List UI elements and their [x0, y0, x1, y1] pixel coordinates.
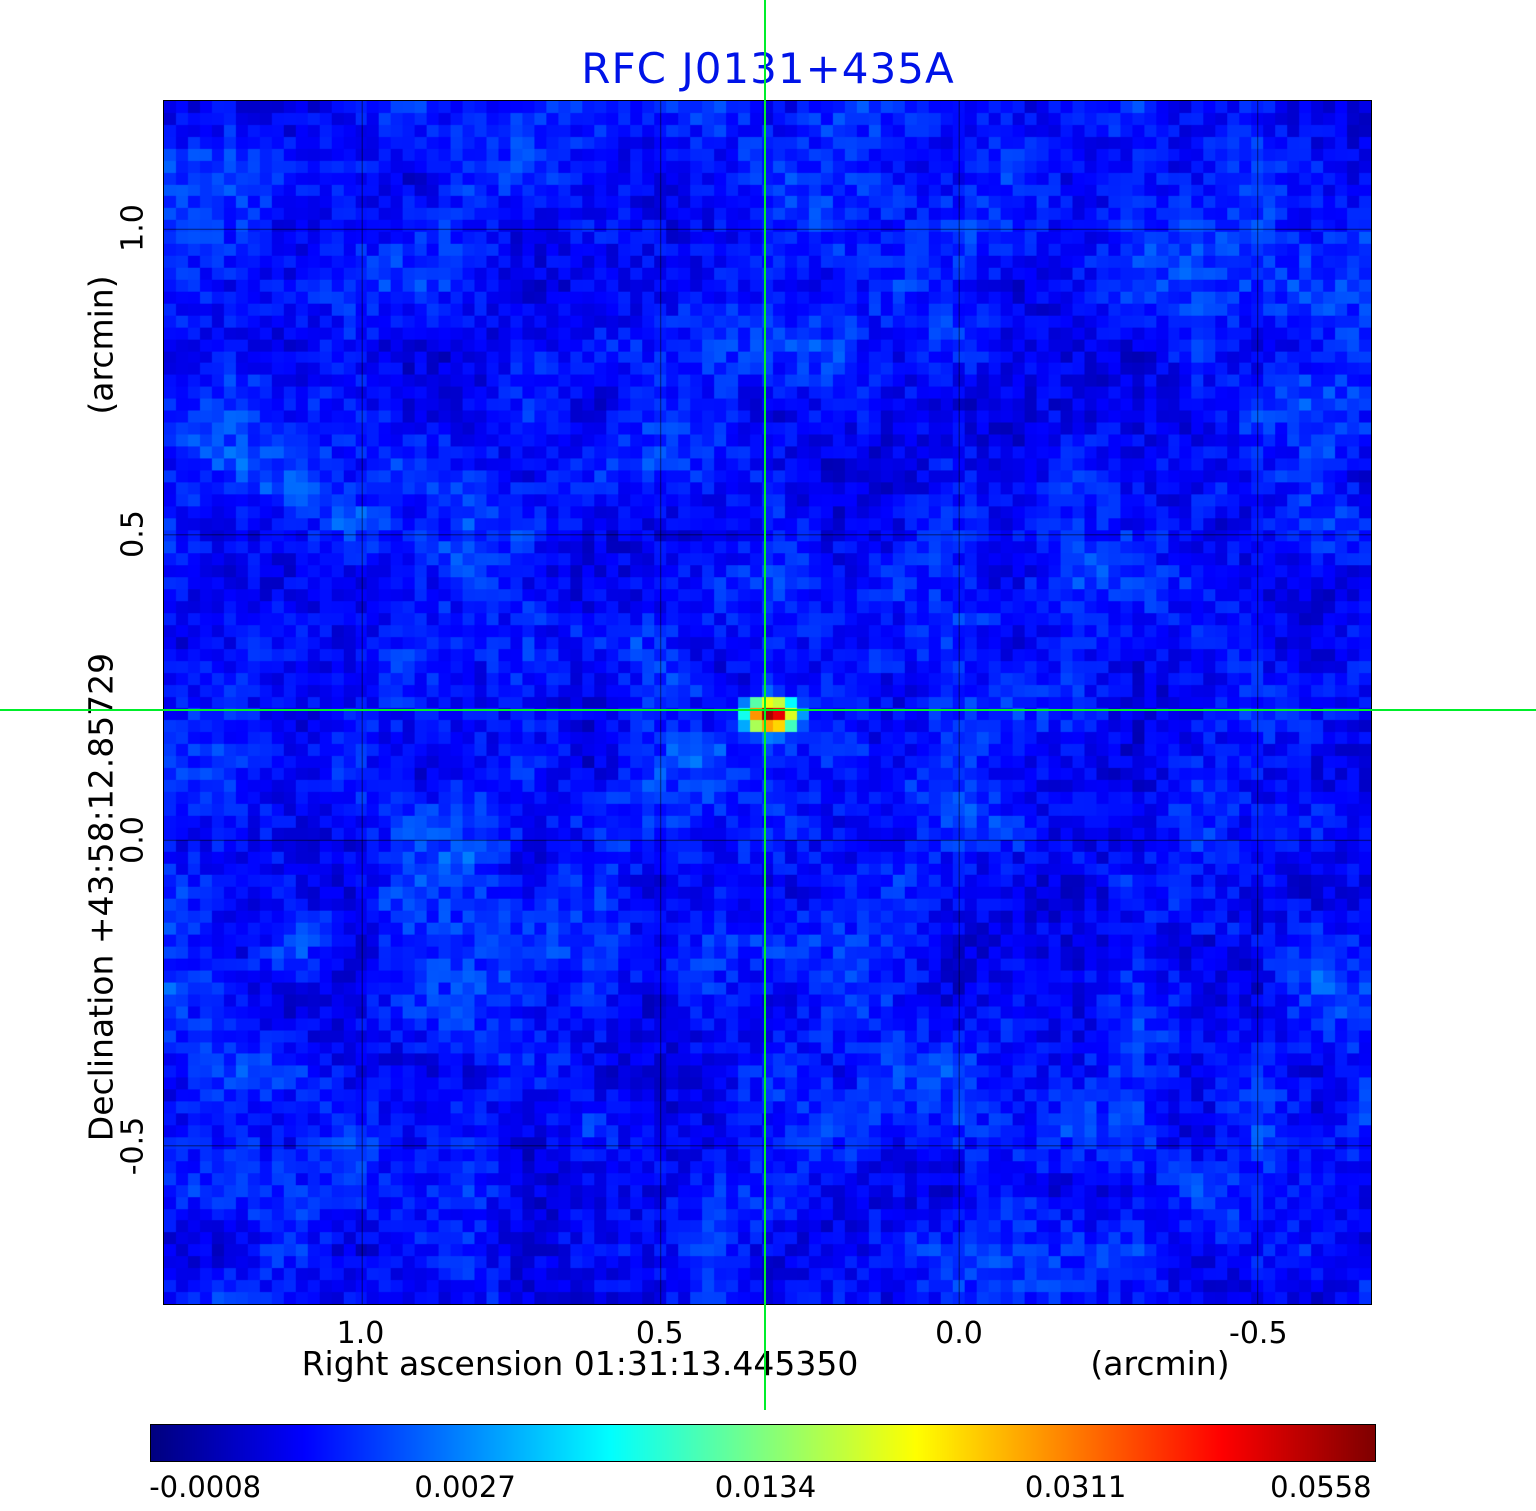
y-tick-label: 0.0: [116, 816, 151, 864]
x-axis-title: Right ascension 01:31:13.445350: [302, 1344, 859, 1383]
figure: RFC J0131+435A 1.0 0.5 0.0 -0.5 1.0 0.5 …: [0, 0, 1536, 1511]
y-axis-unit-label: (arcmin): [82, 275, 121, 414]
y-tick-label: -0.5: [116, 1117, 151, 1176]
colorbar-tick-label: 0.0027: [414, 1470, 515, 1504]
x-axis-unit-label: (arcmin): [1090, 1344, 1229, 1383]
crosshair-horizontal-line: [0, 709, 1536, 711]
y-tick-label: 1.0: [116, 205, 151, 253]
x-tick-label: -0.5: [1229, 1316, 1288, 1351]
sky-map-canvas: [164, 101, 1371, 1304]
crosshair-vertical-line: [764, 0, 766, 1410]
colorbar-labels: -0.0008 0.0027 0.0134 0.0311 0.0558: [150, 1468, 1376, 1508]
colorbar-tick-label: 0.0558: [1270, 1470, 1371, 1504]
colorbar-tick-label: -0.0008: [149, 1470, 261, 1504]
plot-title: RFC J0131+435A: [0, 44, 1536, 93]
colorbar-tick-label: 0.0134: [715, 1470, 816, 1504]
colorbar: [150, 1424, 1376, 1462]
x-tick-label: 0.0: [935, 1316, 983, 1351]
plot-area: [163, 100, 1372, 1305]
colorbar-tick-label: 0.0311: [1025, 1470, 1126, 1504]
y-tick-label: 0.5: [116, 510, 151, 558]
y-axis-title: Declination +43:58:12.85729: [82, 653, 121, 1141]
colorbar-gradient-canvas: [151, 1425, 1375, 1461]
